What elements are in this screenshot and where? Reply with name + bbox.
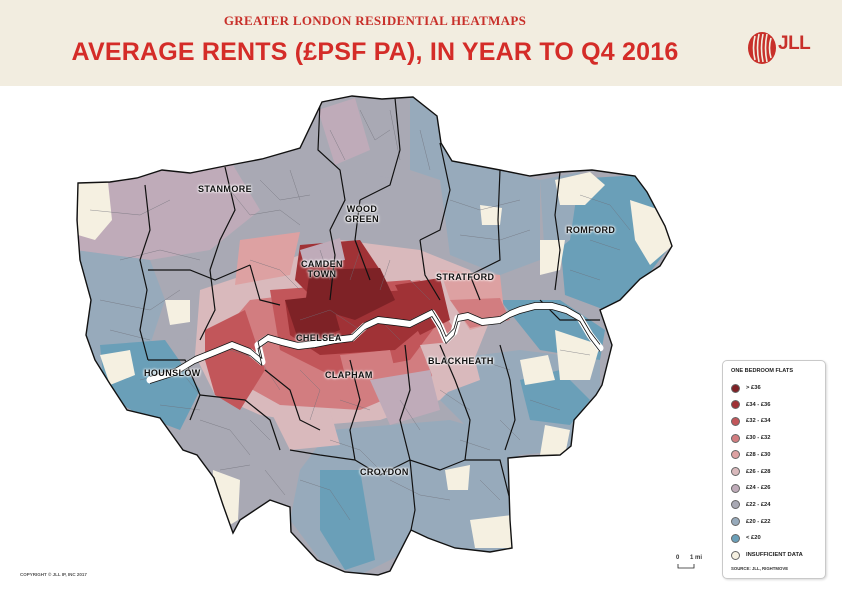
legend-swatch: [731, 550, 740, 560]
scale-bar: 0 1 mi: [676, 555, 712, 571]
choropleth-fill: [77, 96, 672, 575]
legend-swatch: [731, 383, 740, 393]
borough-boundaries: [139, 97, 600, 531]
river-thames: [146, 302, 604, 384]
legend-swatch: [731, 400, 740, 410]
place-label-chelsea: CHELSEA: [296, 333, 342, 343]
legend-item: < £20: [731, 532, 761, 544]
legend-label: > £36: [746, 385, 761, 391]
legend-title: ONE BEDROOM FLATS: [731, 368, 794, 374]
legend-swatch: [731, 416, 740, 426]
legend-label: £24 - £26: [746, 485, 771, 492]
london-heatmap: [76, 95, 673, 576]
legend-label: < £20: [746, 535, 761, 542]
map-title: AVERAGE RENTS (£PSF PA), IN YEAR TO Q4 2…: [71, 38, 679, 66]
copyright-notice: COPYRIGHT © JLL IP, INC 2017: [20, 572, 87, 577]
scale-label-one-mile: 1 mi: [690, 555, 703, 561]
place-label-wood-green: WOOD GREEN: [345, 204, 380, 224]
legend-swatch: [731, 500, 740, 510]
legend-item: £20 - £22: [731, 516, 771, 528]
logo-wordmark: JLL: [778, 33, 811, 54]
header-band: GREATER LONDON RESIDENTIAL HEATMAPS AVER…: [0, 0, 842, 86]
legend-item: £22 - £24: [731, 499, 771, 511]
legend-item: £32 - £34: [731, 415, 771, 427]
place-label-romford: ROMFORD: [566, 225, 616, 235]
jll-logo: JLL: [746, 30, 828, 66]
legend-item: £26 - £28: [731, 466, 771, 478]
legend-label: INSUFFICIENT DATA: [746, 552, 803, 558]
legend-item: £34 - £36: [731, 399, 771, 411]
place-label-stanmore: STANMORE: [198, 184, 253, 194]
place-label-croydon: CROYDON: [360, 467, 409, 477]
legend-swatch: [731, 467, 740, 476]
jll-logo-icon: [748, 32, 776, 64]
legend-item: INSUFFICIENT DATA: [731, 549, 803, 561]
place-label-stratford: STRATFORD: [436, 272, 495, 282]
legend-swatch: [731, 517, 740, 527]
legend-label: £22 - £24: [746, 501, 771, 508]
place-label-hounslow: HOUNSLOW: [144, 368, 201, 378]
place-label-blackheath: BLACKHEATH: [428, 356, 494, 366]
legend-swatch: [731, 450, 740, 460]
legend-swatch: [731, 483, 740, 493]
place-label-camden-town: CAMDEN TOWN: [301, 259, 343, 279]
legend-item: £28 - £30: [731, 449, 771, 461]
scale-bar-line: [677, 564, 695, 569]
legend-swatch: [731, 533, 740, 543]
map-legend: ONE BEDROOM FLATS > £36 £34 - £36 £32 - £3…: [722, 360, 826, 579]
legend-swatch: [731, 433, 740, 443]
map-subtitle: GREATER LONDON RESIDENTIAL HEATMAPS: [223, 13, 527, 28]
legend-source: SOURCE: JLL, RIGHTMOVE: [731, 566, 789, 571]
legend-label: £30 - £32: [746, 435, 771, 442]
legend-item: > £36: [731, 382, 761, 394]
legend-item: £30 - £32: [731, 432, 771, 444]
place-label-clapham: CLAPHAM: [325, 370, 373, 380]
legend-label: £28 - £30: [746, 451, 771, 458]
scale-label-zero: 0: [676, 555, 680, 561]
legend-label: £32 - £34: [746, 418, 771, 425]
legend-item: £24 - £26: [731, 482, 771, 494]
legend-label: £34 - £36: [746, 401, 771, 408]
legend-label: £20 - £22: [746, 518, 771, 525]
legend-label: £26 - £28: [746, 468, 771, 475]
